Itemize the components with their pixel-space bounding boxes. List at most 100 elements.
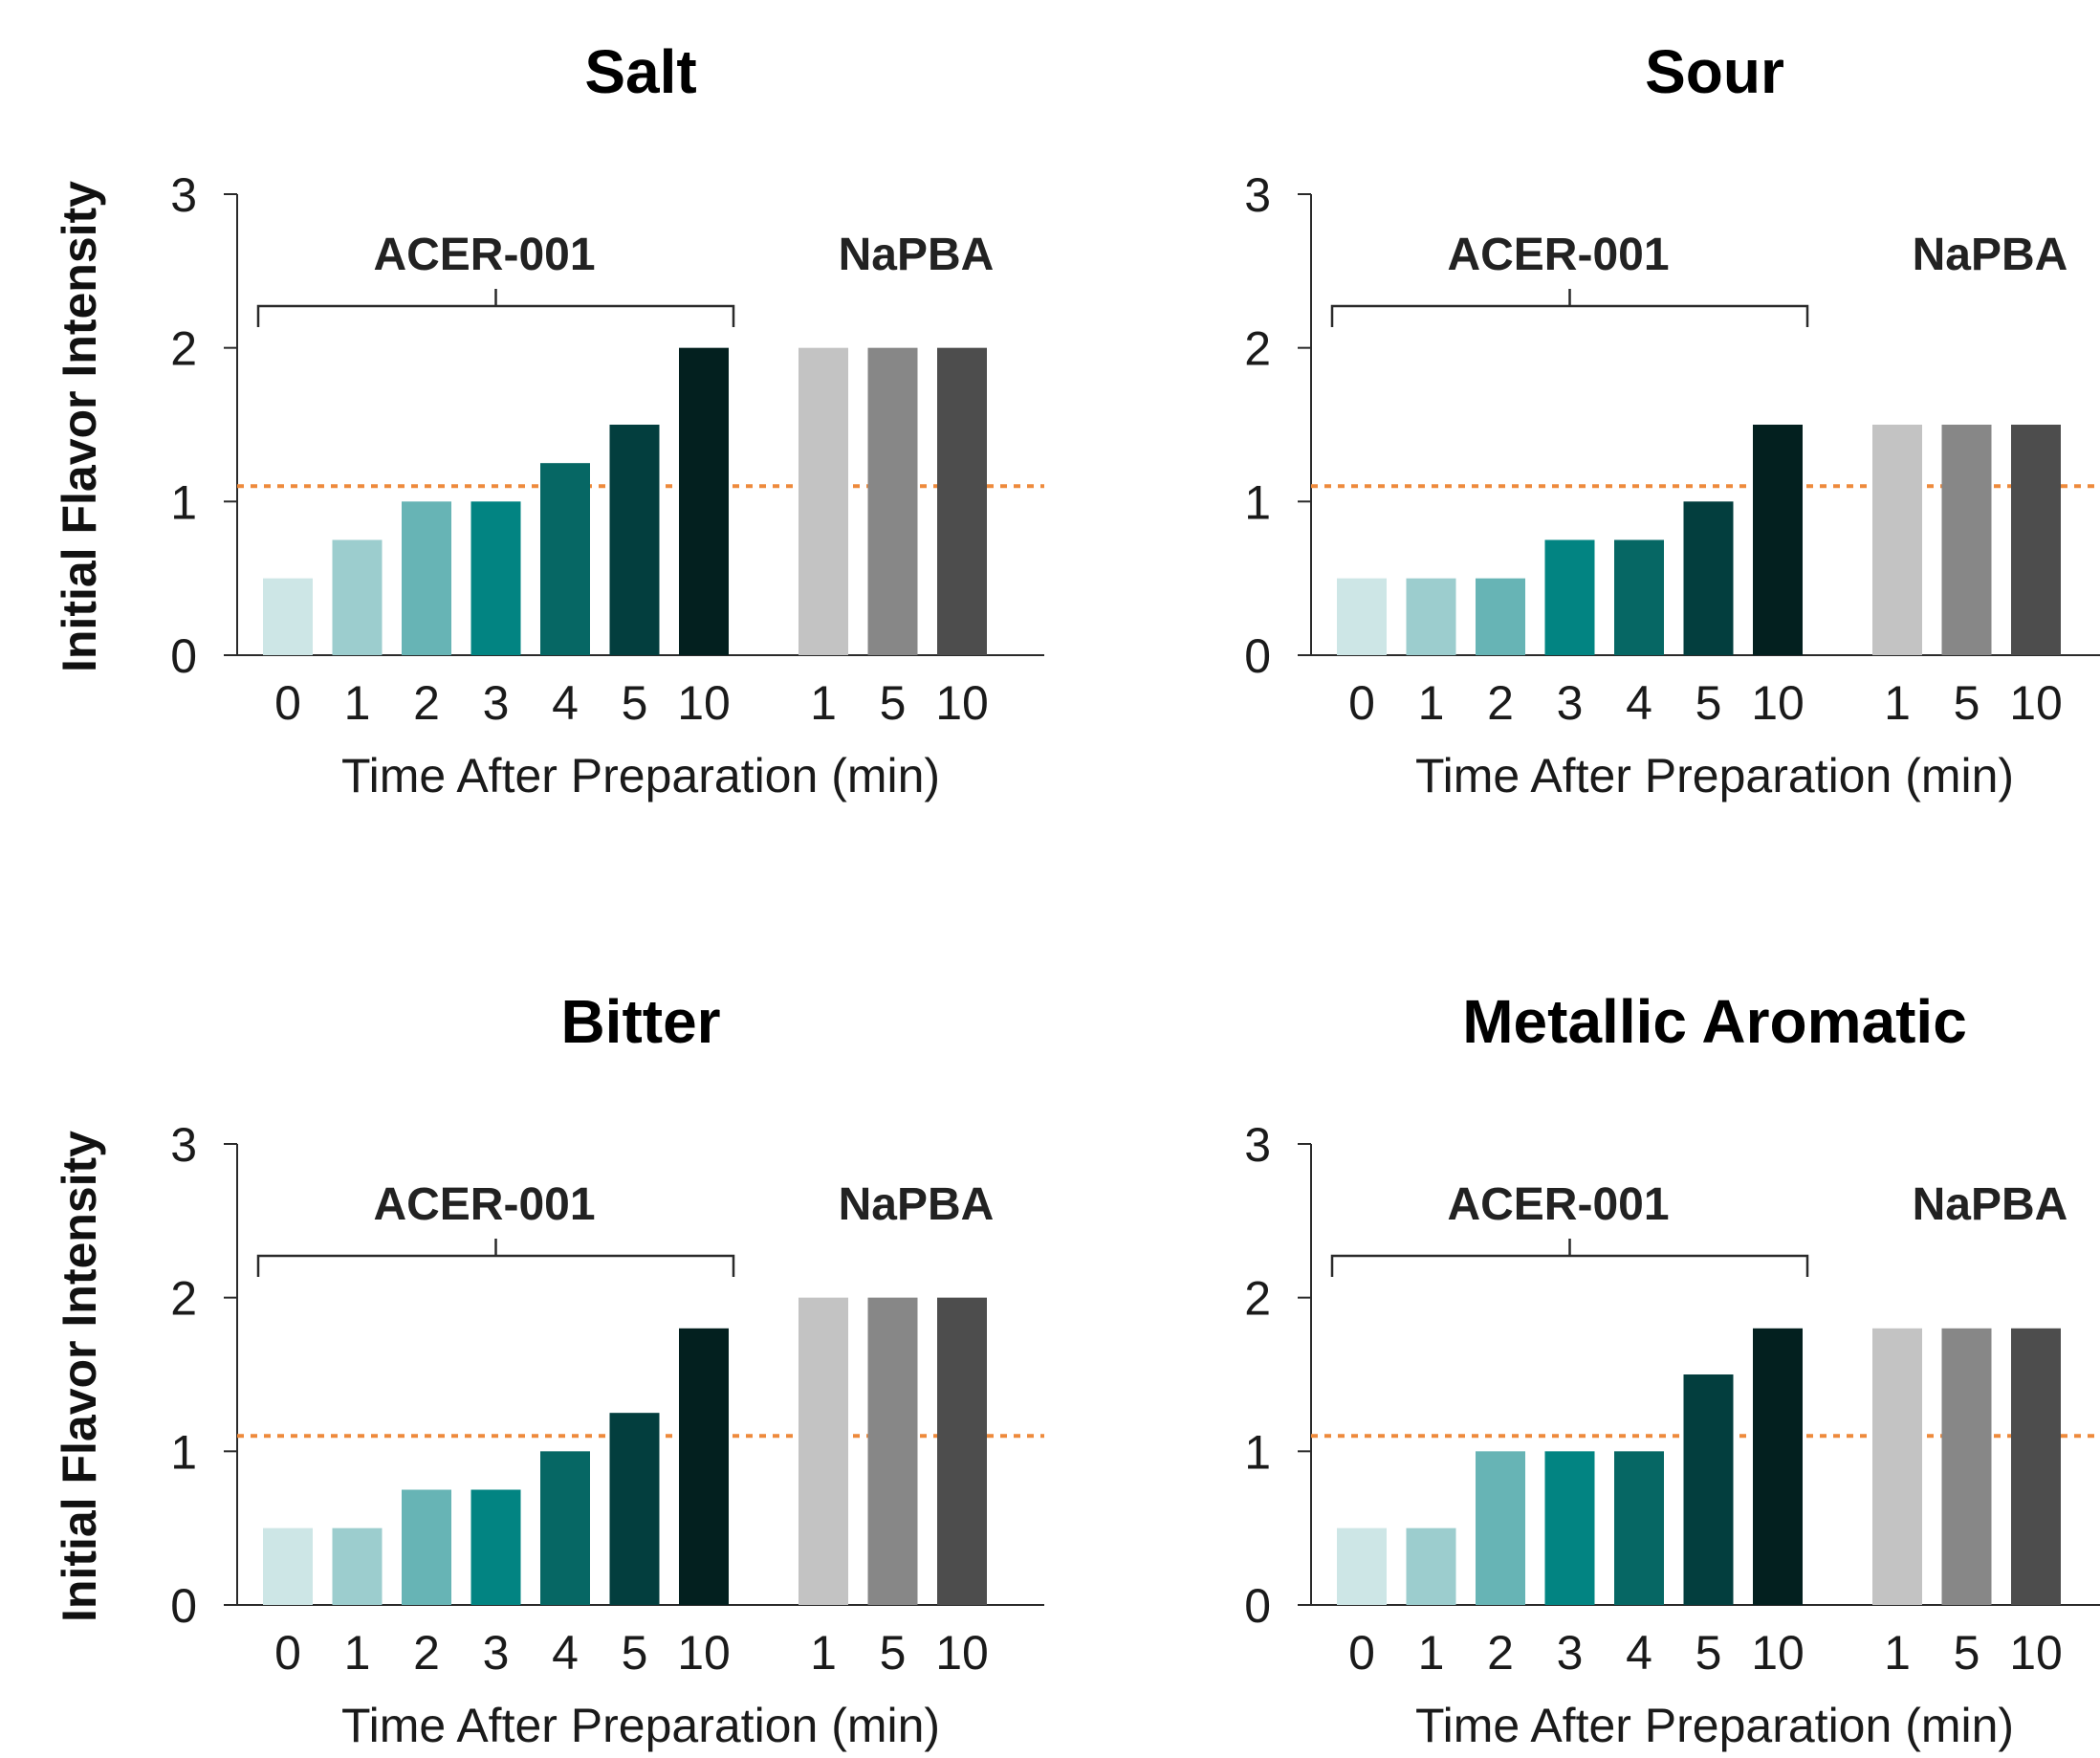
bar-acer-001-2 [402, 1489, 451, 1605]
group-label-napba: NaPBA [839, 230, 995, 280]
x-tick-label: 10 [677, 676, 731, 730]
y-tick-label: 2 [1244, 1272, 1271, 1326]
x-tick-label: 0 [1348, 676, 1375, 730]
bar-acer-001-10 [679, 347, 729, 655]
bar-acer-001-1 [332, 539, 383, 655]
x-tick-label: 0 [1348, 1626, 1375, 1680]
y-tick-label: 0 [170, 629, 197, 683]
x-tick-label: 3 [1557, 1626, 1584, 1680]
y-axis-label: Initial Flavor Intensity [53, 1131, 106, 1622]
bar-acer-001-10 [679, 1328, 729, 1605]
x-axis-label: Time After Preparation (min) [1415, 749, 2014, 802]
bar-acer-001-1 [332, 1527, 383, 1605]
y-tick-label: 1 [170, 475, 197, 529]
group-bracket [256, 289, 735, 327]
x-tick-label: 1 [344, 1626, 371, 1680]
group-label-acer: ACER-001 [1447, 230, 1669, 280]
bar-acer-001-4 [540, 463, 590, 655]
x-tick-label: 1 [344, 676, 371, 730]
y-tick-label: 1 [170, 1425, 197, 1479]
x-tick-label: 5 [1954, 676, 1980, 730]
bar-napba-1 [798, 347, 848, 655]
x-tick-label: 1 [810, 676, 837, 730]
y-tick-label: 1 [1244, 1425, 1271, 1479]
y-tick-label: 0 [1244, 1579, 1271, 1633]
bar-acer-001-0 [263, 1527, 313, 1605]
bar-acer-001-0 [263, 578, 313, 655]
x-axis-label: Time After Preparation (min) [1415, 1699, 2014, 1752]
bar-napba-1 [798, 1297, 848, 1605]
x-tick-label: 5 [880, 1626, 907, 1680]
bar-acer-001-5 [609, 425, 660, 655]
bar-acer-001-4 [540, 1451, 590, 1605]
group-label-napba: NaPBA [1913, 1179, 2068, 1230]
y-tick-label: 0 [1244, 629, 1271, 683]
y-tick-label: 3 [1244, 1118, 1271, 1172]
y-tick-label: 3 [170, 1118, 197, 1172]
x-tick-label: 0 [274, 1626, 301, 1680]
x-tick-label: 4 [552, 676, 579, 730]
group-label-acer: ACER-001 [373, 1179, 595, 1230]
y-tick-label: 1 [1244, 475, 1271, 529]
x-tick-label: 10 [935, 676, 989, 730]
group-label-napba: NaPBA [839, 1179, 995, 1230]
bar-acer-001-2 [1476, 1451, 1525, 1605]
y-tick-label: 2 [1244, 322, 1271, 376]
x-tick-label: 10 [677, 1626, 731, 1680]
group-label-acer: ACER-001 [373, 230, 595, 280]
panel-title: Salt [584, 37, 696, 106]
bar-napba-5 [1941, 425, 1992, 655]
bar-acer-001-10 [1753, 1328, 1803, 1605]
x-axis-label: Time After Preparation (min) [341, 1699, 940, 1752]
y-tick-label: 0 [170, 1579, 197, 1633]
x-tick-label: 5 [622, 676, 648, 730]
x-tick-label: 5 [622, 1626, 648, 1680]
y-tick-label: 3 [170, 168, 197, 222]
bar-napba-1 [1872, 1328, 1922, 1605]
bar-acer-001-4 [1614, 539, 1664, 655]
bar-acer-001-5 [609, 1413, 660, 1605]
bar-acer-001-2 [402, 501, 451, 655]
y-tick-label: 2 [170, 1272, 197, 1326]
group-label-napba: NaPBA [1913, 230, 2068, 280]
panel-title: Sour [1645, 37, 1784, 106]
group-label-acer: ACER-001 [1447, 1179, 1669, 1230]
bar-napba-10 [2011, 1328, 2061, 1605]
bar-acer-001-3 [1544, 1451, 1595, 1605]
x-tick-label: 5 [1695, 676, 1722, 730]
x-tick-label: 0 [274, 676, 301, 730]
bar-napba-5 [1941, 1328, 1992, 1605]
x-tick-label: 4 [1626, 676, 1652, 730]
x-tick-label: 5 [880, 676, 907, 730]
panel-title: Metallic Aromatic [1462, 987, 1967, 1056]
bar-napba-10 [2011, 425, 2061, 655]
x-tick-label: 2 [1487, 1626, 1514, 1680]
bar-napba-5 [867, 1297, 918, 1605]
bar-acer-001-5 [1683, 501, 1734, 655]
x-tick-label: 5 [1695, 1626, 1722, 1680]
bar-acer-001-5 [1683, 1374, 1734, 1605]
x-tick-label: 10 [1751, 1626, 1805, 1680]
x-tick-label: 1 [1418, 676, 1445, 730]
bar-acer-001-4 [1614, 1451, 1664, 1605]
x-tick-label: 3 [483, 676, 510, 730]
bar-napba-10 [937, 347, 987, 655]
x-tick-label: 2 [1487, 676, 1514, 730]
x-tick-label: 4 [1626, 1626, 1652, 1680]
bar-acer-001-3 [470, 501, 521, 655]
bar-napba-1 [1872, 425, 1922, 655]
bar-acer-001-0 [1337, 578, 1387, 655]
x-tick-label: 2 [413, 1626, 440, 1680]
x-tick-label: 1 [1418, 1626, 1445, 1680]
bar-acer-001-0 [1337, 1527, 1387, 1605]
bar-acer-001-10 [1753, 425, 1803, 655]
x-tick-label: 3 [1557, 676, 1584, 730]
x-axis-label: Time After Preparation (min) [341, 749, 940, 802]
bar-acer-001-2 [1476, 578, 1525, 655]
bar-acer-001-1 [1406, 578, 1456, 655]
group-bracket [1330, 289, 1809, 327]
x-tick-label: 1 [810, 1626, 837, 1680]
